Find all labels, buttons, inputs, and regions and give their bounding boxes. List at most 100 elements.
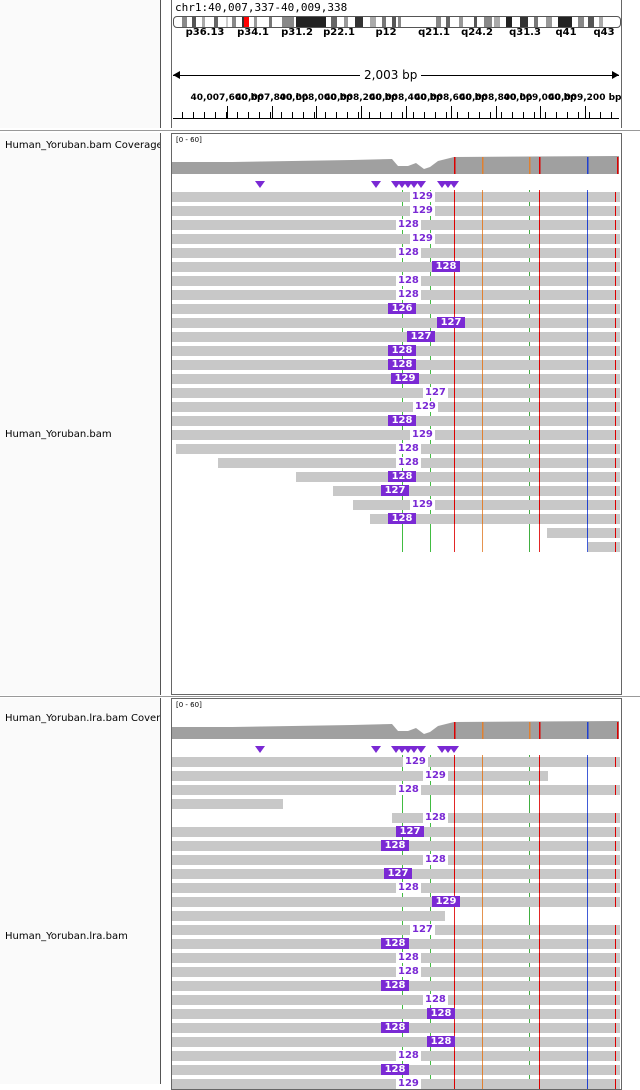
read[interactable] <box>172 192 620 202</box>
read[interactable] <box>172 318 620 328</box>
coverage-variant-bar[interactable] <box>617 157 619 174</box>
insertion-label[interactable]: 128 <box>381 1064 409 1075</box>
insertion-label[interactable]: 128 <box>427 1008 455 1019</box>
insertion-label[interactable]: 128 <box>381 1022 409 1033</box>
insertion-label[interactable]: 129 <box>391 373 419 384</box>
read[interactable] <box>370 514 620 524</box>
insertion-label[interactable]: 128 <box>388 513 416 524</box>
coverage-variant-bar[interactable] <box>482 722 484 739</box>
insertion-marker[interactable] <box>416 181 426 188</box>
read[interactable] <box>172 855 620 865</box>
insertion-label[interactable]: 128 <box>396 247 421 258</box>
insertion-marker[interactable] <box>255 746 265 753</box>
insertion-marker[interactable] <box>403 181 413 188</box>
insertion-marker[interactable] <box>391 746 401 753</box>
chromosome-ideogram[interactable] <box>173 16 621 28</box>
coverage-variant-bar[interactable] <box>482 157 484 174</box>
insertion-marker[interactable] <box>437 746 447 753</box>
insertion-marker[interactable] <box>371 746 381 753</box>
read[interactable] <box>333 486 620 496</box>
coverage-variant-bar[interactable] <box>529 157 531 174</box>
insertion-label[interactable]: 128 <box>396 219 421 230</box>
insertion-marker[interactable] <box>391 181 401 188</box>
insertion-marker[interactable] <box>397 746 407 753</box>
insertion-label[interactable]: 128 <box>396 275 421 286</box>
insertion-label[interactable]: 128 <box>388 345 416 356</box>
coverage-track-label[interactable]: Human_Yoruban.bam Coverage <box>5 140 160 151</box>
locus-text[interactable]: chr1:40,007,337-40,009,338 <box>175 1 348 14</box>
read[interactable] <box>172 430 620 440</box>
insertion-label[interactable]: 128 <box>423 994 448 1005</box>
read[interactable] <box>172 925 620 935</box>
insertion-label[interactable]: 129 <box>410 233 435 244</box>
insertion-label[interactable]: 128 <box>423 812 448 823</box>
read[interactable] <box>172 402 620 412</box>
coverage-variant-bar[interactable] <box>587 722 589 739</box>
alignment-track-label[interactable]: Human_Yoruban.lra.bam <box>5 931 128 942</box>
read[interactable] <box>547 528 620 538</box>
insertion-marker[interactable] <box>443 181 453 188</box>
insertion-marker[interactable] <box>449 181 459 188</box>
read[interactable] <box>392 813 620 823</box>
insertion-label[interactable]: 129 <box>432 896 460 907</box>
read[interactable] <box>172 897 620 907</box>
read[interactable] <box>172 1009 620 1019</box>
insertion-marker[interactable] <box>371 181 381 188</box>
insertion-label[interactable]: 128 <box>396 966 421 977</box>
insertion-label[interactable]: 127 <box>410 924 435 935</box>
insertion-marker[interactable] <box>416 746 426 753</box>
coverage-variant-bar[interactable] <box>529 722 531 739</box>
insertion-marker[interactable] <box>397 181 407 188</box>
read[interactable] <box>172 206 620 216</box>
panel-divider[interactable] <box>0 696 640 697</box>
insertion-label[interactable]: 129 <box>413 401 438 412</box>
coverage-variant-bar[interactable] <box>587 157 589 174</box>
coverage-track-2[interactable] <box>172 717 619 739</box>
panel-divider[interactable] <box>0 130 640 131</box>
coverage-variant-bar[interactable] <box>617 722 619 739</box>
insertion-label[interactable]: 129 <box>410 191 435 202</box>
read[interactable] <box>588 542 620 552</box>
insertion-label[interactable]: 128 <box>381 938 409 949</box>
read[interactable] <box>172 1037 620 1047</box>
insertion-label[interactable]: 128 <box>396 289 421 300</box>
coverage-track-label[interactable]: Human_Yoruban.lra.bam Coverage <box>5 713 160 724</box>
insertion-marker[interactable] <box>437 181 447 188</box>
insertion-label[interactable]: 126 <box>388 303 416 314</box>
insertion-label[interactable]: 128 <box>388 415 416 426</box>
insertion-marker[interactable] <box>409 746 419 753</box>
alignment-panel-1[interactable] <box>171 133 622 695</box>
insertion-label[interactable]: 127 <box>396 826 424 837</box>
insertion-label[interactable]: 129 <box>423 770 448 781</box>
coverage-variant-bar[interactable] <box>539 157 541 174</box>
insertion-label[interactable]: 127 <box>437 317 465 328</box>
read[interactable] <box>172 332 620 342</box>
alignment-track-label[interactable]: Human_Yoruban.bam <box>5 429 112 440</box>
read[interactable] <box>172 262 620 272</box>
insertion-label[interactable]: 129 <box>410 499 435 510</box>
insertion-label[interactable]: 128 <box>427 1036 455 1047</box>
insertion-marker[interactable] <box>403 746 413 753</box>
insertion-label[interactable]: 127 <box>384 868 412 879</box>
read[interactable] <box>353 500 620 510</box>
read[interactable] <box>172 771 548 781</box>
insertion-label[interactable]: 128 <box>396 457 421 468</box>
coverage-variant-bar[interactable] <box>454 722 456 739</box>
insertion-label[interactable]: 127 <box>423 387 448 398</box>
insertion-marker[interactable] <box>443 746 453 753</box>
read[interactable] <box>172 911 445 921</box>
insertion-marker[interactable] <box>449 746 459 753</box>
insertion-label[interactable]: 128 <box>388 359 416 370</box>
insertion-label[interactable]: 129 <box>410 429 435 440</box>
insertion-label[interactable]: 128 <box>432 261 460 272</box>
insertion-marker[interactable] <box>255 181 265 188</box>
insertion-label[interactable]: 128 <box>396 443 421 454</box>
read[interactable] <box>296 472 620 482</box>
coverage-track-1[interactable] <box>172 152 619 174</box>
read[interactable] <box>172 995 620 1005</box>
insertion-marker[interactable] <box>409 181 419 188</box>
insertion-label[interactable]: 128 <box>381 840 409 851</box>
insertion-label[interactable]: 128 <box>396 784 421 795</box>
read[interactable] <box>172 388 620 398</box>
insertion-label[interactable]: 129 <box>410 205 435 216</box>
